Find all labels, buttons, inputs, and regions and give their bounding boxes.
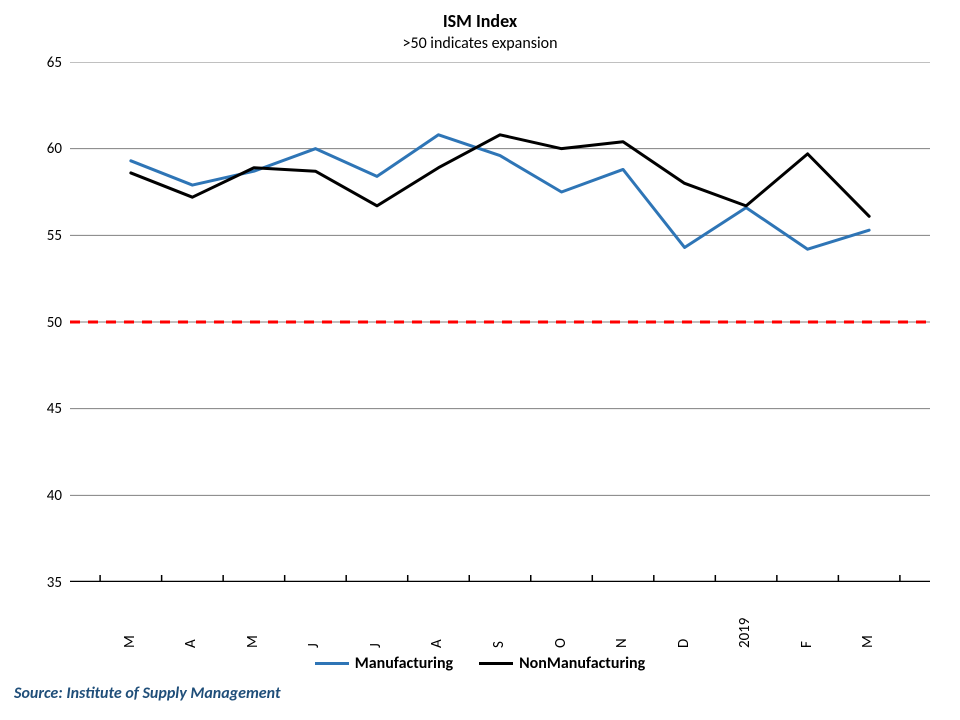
legend-item: NonManufacturing — [479, 654, 645, 673]
y-tick-label: 45 — [22, 400, 62, 418]
legend-swatch — [315, 662, 349, 665]
x-tick-label: J — [367, 588, 387, 648]
legend-label: Manufacturing — [355, 654, 453, 673]
x-tick-label: N — [613, 588, 633, 648]
x-tick-label: A — [182, 588, 202, 648]
chart-subtitle: >50 indicates expansion — [0, 34, 960, 53]
x-tick-label: 2019 — [736, 588, 756, 648]
chart-source: Source: Institute of Supply Management — [14, 684, 281, 703]
chart-legend: Manufacturing NonManufacturing — [0, 654, 960, 673]
series-line — [131, 135, 869, 216]
x-tick-label: M — [859, 588, 879, 648]
x-tick-label: M — [121, 588, 141, 648]
x-tick-label: F — [798, 588, 818, 648]
x-tick-label: D — [675, 588, 695, 648]
y-tick-label: 55 — [22, 227, 62, 245]
legend-swatch — [479, 662, 513, 665]
x-tick-label: O — [552, 588, 572, 648]
y-tick-label: 65 — [22, 54, 62, 72]
x-tick-label: S — [490, 588, 510, 648]
x-tick-label: M — [244, 588, 264, 648]
x-tick-label: J — [305, 588, 325, 648]
chart-container: ISM Index >50 indicates expansion Manufa… — [0, 0, 960, 720]
chart-title: ISM Index — [0, 10, 960, 32]
y-tick-label: 60 — [22, 140, 62, 158]
chart-plot — [70, 62, 930, 582]
y-tick-label: 40 — [22, 487, 62, 505]
x-tick-label: A — [428, 588, 448, 648]
y-tick-label: 50 — [22, 314, 62, 332]
legend-item: Manufacturing — [315, 654, 453, 673]
legend-label: NonManufacturing — [519, 654, 645, 673]
series-line — [131, 135, 869, 249]
y-tick-label: 35 — [22, 574, 62, 592]
